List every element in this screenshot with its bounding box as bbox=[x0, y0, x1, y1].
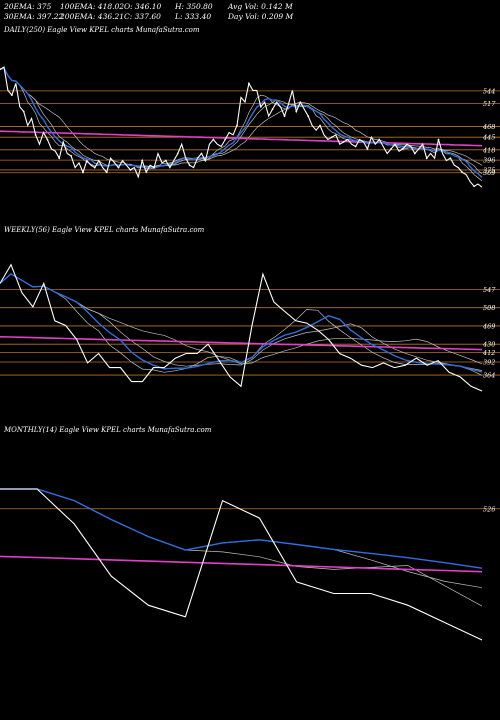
price-point bbox=[93, 166, 96, 169]
ema-blue-line bbox=[0, 67, 483, 178]
level-label: 468 bbox=[482, 123, 495, 131]
ema-pink-line bbox=[0, 555, 483, 573]
price-point bbox=[319, 124, 321, 127]
ema-grey-line bbox=[0, 488, 483, 607]
price-point bbox=[200, 152, 203, 155]
price-point bbox=[10, 94, 13, 96]
price-line bbox=[0, 263, 483, 392]
weekly-panel-label: WEEKLY(56) Eagle View KPEL charts Munafa… bbox=[4, 226, 205, 234]
stats-header: 20EMA: 375 100EMA: 418.02 O: 346.10 H: 3… bbox=[4, 2, 496, 22]
stat-30ema: 30EMA: 397.22 bbox=[4, 12, 64, 21]
price-point bbox=[413, 152, 416, 155]
price-point bbox=[117, 166, 120, 169]
stat-open: O: 346.10 bbox=[124, 2, 162, 11]
ema-grey-line bbox=[0, 488, 483, 589]
level-label: 544 bbox=[483, 87, 495, 95]
level-label: 375 bbox=[483, 166, 495, 174]
price-point bbox=[330, 136, 333, 139]
price-point bbox=[0, 68, 1, 71]
ema-grey-line bbox=[0, 488, 483, 569]
stat-200ema: 200EMA: 436.21 bbox=[60, 12, 125, 21]
level-label: 526 bbox=[483, 505, 495, 513]
ema-pink-line bbox=[0, 336, 483, 351]
stat-20ema: 20EMA: 375 bbox=[4, 2, 52, 11]
price-point bbox=[82, 171, 84, 174]
level-label: 547 bbox=[483, 286, 496, 294]
price-point bbox=[165, 159, 167, 162]
price-point bbox=[236, 124, 238, 127]
price-point bbox=[176, 152, 179, 155]
level-label: 508 bbox=[483, 304, 495, 312]
daily-panel-label: DAILY(250) Eagle View KPEL charts Munafa… bbox=[4, 26, 200, 34]
stat-avg-vol: Avg Vol: 0.142 M bbox=[228, 2, 293, 11]
price-point bbox=[342, 140, 345, 143]
ema-grey-line bbox=[0, 67, 483, 182]
level-label: 445 bbox=[482, 134, 495, 142]
ema-grey-line bbox=[0, 273, 483, 371]
level-label: 517 bbox=[483, 100, 496, 108]
level-label: 412 bbox=[482, 349, 495, 357]
price-point bbox=[141, 159, 144, 162]
price-point bbox=[366, 147, 369, 150]
price-point bbox=[473, 185, 475, 188]
price-point bbox=[58, 157, 61, 160]
price-point bbox=[271, 108, 274, 111]
level-label: 418 bbox=[482, 146, 495, 154]
price-point bbox=[354, 145, 357, 148]
stat-high: H: 350.80 bbox=[175, 2, 213, 11]
ema-grey-line bbox=[0, 273, 483, 365]
ema-pink-line bbox=[0, 130, 483, 147]
ema-blue-line bbox=[0, 273, 483, 373]
level-label: 430 bbox=[482, 341, 495, 349]
price-point bbox=[224, 138, 227, 141]
level-label: 469 bbox=[482, 322, 495, 330]
price-point bbox=[449, 157, 452, 160]
price-point bbox=[22, 110, 25, 113]
monthly-panel-label: MONTHLY(14) Eagle View KPEL charts Munaf… bbox=[4, 426, 212, 434]
stat-day-vol: Day Vol: 0.209 M bbox=[228, 12, 294, 21]
ema-blue-line bbox=[0, 488, 483, 569]
price-point bbox=[295, 110, 298, 113]
price-point bbox=[188, 164, 191, 167]
stat-100ema: 100EMA: 418.02 bbox=[60, 2, 125, 11]
price-point bbox=[34, 133, 37, 136]
price-line bbox=[0, 488, 483, 641]
price-point bbox=[105, 171, 108, 174]
price-point bbox=[390, 147, 393, 150]
price-point bbox=[129, 169, 132, 171]
price-point bbox=[437, 138, 440, 141]
price-point bbox=[248, 82, 250, 85]
price-point bbox=[212, 138, 215, 141]
price-point bbox=[259, 105, 262, 108]
price-point bbox=[283, 115, 286, 118]
price-point bbox=[153, 166, 155, 169]
level-label: 396 bbox=[483, 157, 495, 165]
price-point bbox=[378, 138, 381, 141]
level-label: 364 bbox=[483, 372, 495, 380]
price-point bbox=[425, 157, 428, 160]
price-point bbox=[402, 147, 404, 150]
ema-grey-line bbox=[0, 67, 483, 167]
stat-close: C: 337.60 bbox=[124, 12, 161, 21]
level-label: 369 bbox=[483, 169, 495, 177]
level-label: 392 bbox=[483, 358, 495, 366]
price-point bbox=[70, 154, 73, 157]
price-point bbox=[46, 138, 49, 141]
stat-low: L: 333.40 bbox=[175, 12, 212, 21]
price-line bbox=[0, 66, 483, 188]
price-point bbox=[307, 115, 310, 118]
price-point bbox=[461, 171, 464, 174]
